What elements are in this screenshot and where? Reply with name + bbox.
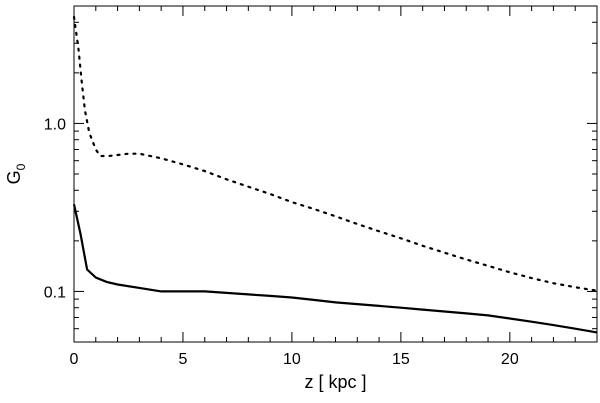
x-tick-label: 10: [283, 351, 301, 368]
series-line-solid: [72, 204, 598, 334]
x-tick-label: 15: [392, 351, 410, 368]
tick-layer: [73, 5, 598, 343]
y-axis-label-main: G: [4, 170, 24, 184]
x-tick-label: 20: [501, 351, 519, 368]
y-tick-label: 0.1: [44, 284, 66, 301]
series-line-dotted: [72, 15, 599, 292]
y-axis-label-subscript: 0: [14, 163, 28, 170]
x-tick-label: 0: [70, 351, 79, 368]
y-axis-label: G0: [4, 163, 28, 184]
label-layer: 0 5 10 15 20 0.1 1.0: [44, 116, 519, 368]
x-tick-label: 5: [179, 351, 188, 368]
plot-frame: [73, 5, 598, 343]
y-tick-label: 1.0: [44, 116, 66, 133]
series-layer: [72, 15, 599, 334]
x-axis-label: z [ kpc ]: [304, 372, 366, 392]
